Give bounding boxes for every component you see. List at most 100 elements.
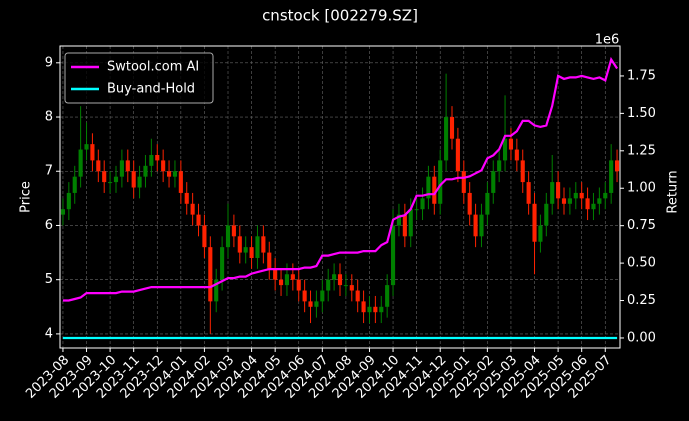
y-tick-label: 6 (45, 218, 53, 233)
candle-body (497, 160, 502, 172)
candle-body (538, 225, 543, 242)
y2-axis-label: Return (666, 170, 681, 213)
legend-label: Buy-and-Hold (107, 82, 195, 97)
candle-body (426, 176, 431, 199)
candle-body (225, 225, 231, 248)
y-tick-label: 8 (45, 110, 53, 125)
candle-body (349, 285, 354, 291)
candle-body (355, 290, 360, 302)
y-tick-label: 7 (45, 164, 53, 179)
candle-body (514, 149, 519, 161)
candle-body (314, 301, 319, 307)
candle-body (597, 198, 602, 204)
candle-body (609, 160, 614, 193)
candle-body (72, 176, 77, 193)
candle-body (532, 203, 537, 242)
y-tick-label: 9 (45, 55, 53, 70)
candle-body (149, 154, 154, 166)
candle-body (402, 214, 407, 237)
candle-body (290, 274, 295, 280)
candle-body (261, 236, 266, 253)
candle-body (296, 279, 301, 291)
candle-body (190, 203, 195, 215)
candle-body (508, 138, 514, 150)
candle-body (249, 247, 254, 258)
chart-title: cnstock [002279.SZ] (262, 7, 418, 25)
y2-tick-label: 0.25 (627, 293, 656, 308)
candle-body (90, 144, 95, 161)
y2-tick-label: 1.75 (627, 68, 656, 83)
candle-body (343, 285, 348, 287)
y2-offset-label: 1e6 (595, 33, 620, 48)
candle-body (108, 182, 113, 184)
candle-body (467, 192, 472, 215)
candle-body (414, 209, 419, 211)
candle-body (273, 268, 278, 280)
candle-body (561, 198, 567, 204)
series-line (62, 56, 619, 302)
candle-body (390, 225, 396, 286)
candle-body (603, 192, 608, 199)
candle-body (237, 236, 242, 253)
candle-body (526, 182, 531, 204)
candle-body (449, 117, 455, 139)
candle-body (502, 138, 508, 161)
candle-body (591, 203, 596, 210)
candle-body (155, 154, 160, 161)
y2-tick-label: 0.00 (627, 330, 656, 345)
y2-tick-label: 0.50 (627, 256, 656, 271)
candle-body (172, 171, 178, 177)
candle-body (231, 225, 236, 237)
candle-body (373, 306, 378, 313)
candle-body (438, 160, 443, 204)
candle-body (113, 176, 119, 183)
candle-body (278, 279, 284, 286)
candle-body (320, 290, 325, 302)
candle-body (119, 160, 124, 177)
candle-body (479, 214, 484, 237)
candle-body (96, 160, 101, 172)
candle-body (308, 301, 313, 307)
candle-body (491, 171, 496, 193)
candle-body (326, 279, 331, 291)
candle-body (137, 176, 142, 188)
candle-body (161, 160, 166, 172)
y-tick-label: 4 (45, 326, 53, 341)
candle-body (267, 252, 272, 269)
y2-tick-label: 1.25 (627, 143, 656, 158)
candle-body (556, 182, 561, 199)
legend-box (64, 52, 214, 104)
y-tick-label: 5 (45, 272, 53, 287)
candle-body (455, 138, 460, 172)
legend-label: Swtool.com AI (107, 60, 199, 75)
candle-body (379, 306, 384, 313)
y-axis-label: Price (19, 181, 34, 213)
candle-body (166, 171, 172, 177)
candle-body (367, 306, 372, 313)
candle-body (84, 144, 89, 150)
y2-tick-label: 1.00 (627, 181, 656, 196)
y2-tick-label: 0.75 (627, 218, 656, 233)
candle-body (420, 198, 425, 210)
candle-body (408, 209, 413, 237)
candle-body (361, 301, 366, 313)
candle-body (196, 214, 201, 226)
candle-body (220, 247, 225, 280)
candle-body (184, 192, 189, 204)
candle-body (614, 160, 620, 172)
candle-body (78, 149, 83, 177)
candle-body (520, 160, 525, 183)
candle-body (567, 198, 572, 204)
candle-body (579, 192, 584, 199)
candle-body (102, 171, 107, 183)
candle-body (214, 279, 219, 302)
candle-body (385, 285, 390, 307)
plot-frame (59, 45, 621, 349)
candle-body (332, 274, 337, 280)
candle-body (473, 214, 478, 237)
y2-tick-label: 1.50 (627, 106, 656, 121)
candle-body (131, 171, 136, 188)
candle-body (585, 198, 590, 210)
candle-body (143, 165, 148, 177)
